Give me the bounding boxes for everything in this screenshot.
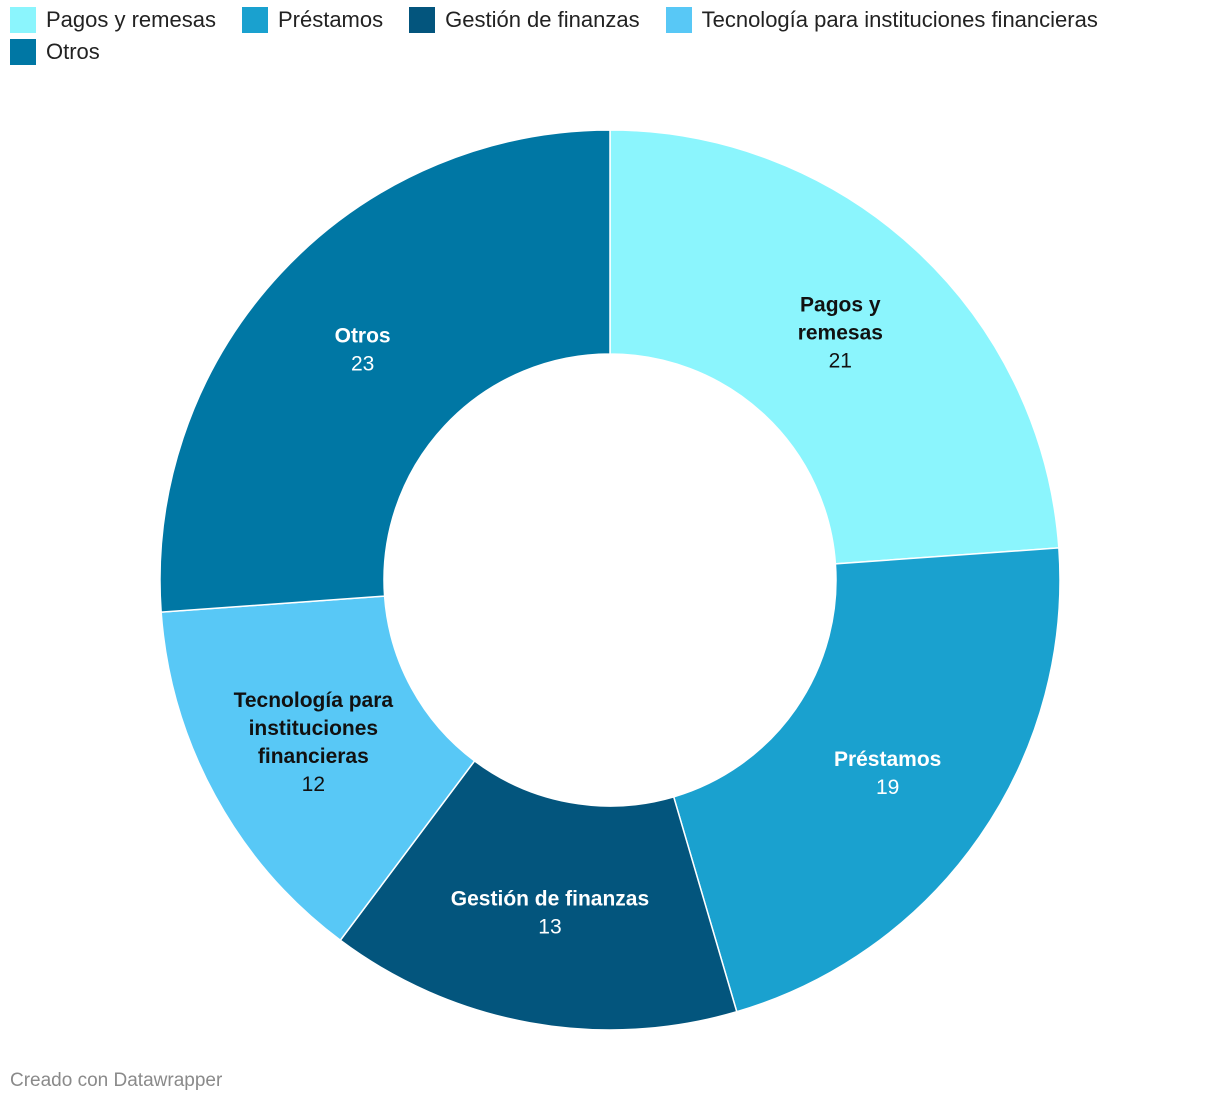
slice-label: Gestión de finanzas 13 [451,888,649,939]
slice-label-name: remesas [798,322,883,345]
pie-slice [160,595,476,942]
slice-label-name: Pagos y [800,294,881,317]
slice-label-name: Otros [335,325,391,348]
legend-swatch [241,7,268,33]
legend-item: Tecnología para instituciones financiera… [665,7,1098,33]
legend-swatch [10,7,36,33]
legend: Pagos y remesas Préstamos Gestión de finan… [10,7,1210,65]
legend-label: Préstamos [277,7,384,32]
pie-slice [339,759,738,1031]
slice-label: Préstamos 19 [834,748,941,799]
slice-label-value: 13 [538,916,561,939]
slice-label: Pagos y remesas 21 [798,294,883,373]
legend-label: Otros [46,39,100,64]
slice-label: Otros 23 [335,325,391,376]
slice-label-name: Préstamos [834,748,941,771]
pie-slice [159,129,611,613]
slice-label-name: Gestión de finanzas [451,888,649,911]
legend-label: Pagos y remesas [46,7,216,32]
pie-slice [609,129,1060,565]
legend-label: Tecnología para instituciones financiera… [701,7,1098,32]
legend-swatch [665,7,692,33]
slice-label-name: instituciones [249,717,379,740]
footer-credit: Creado con Datawrapper [10,1070,223,1091]
legend-item: Pagos y remesas [10,7,216,33]
legend-swatch [10,39,36,65]
slice-label-value: 19 [876,776,899,799]
slice-label-value: 23 [351,353,374,376]
pie-slice [672,547,1061,1013]
legend-swatch [409,7,436,33]
legend-item: Gestión de finanzas [409,7,640,33]
slice-label-name: Tecnología para [234,689,394,712]
legend-item: Otros [10,39,100,65]
slice-label-value: 21 [829,350,852,373]
legend-item: Préstamos [241,7,384,33]
slice-label: Tecnología para instituciones financieras 1… [234,689,394,796]
slice-label-name: financieras [258,745,369,768]
legend-label: Gestión de finanzas [445,7,640,32]
slice-label-value: 12 [302,773,325,796]
